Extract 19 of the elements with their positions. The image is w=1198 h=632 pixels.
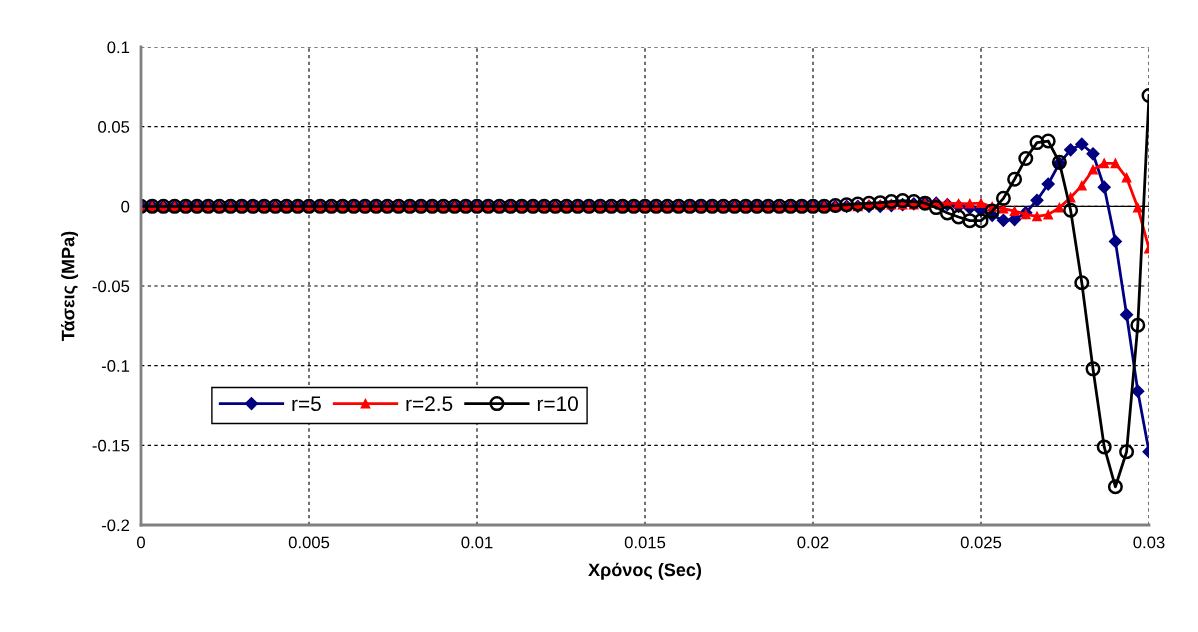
- y-tick-label: -0.05: [92, 280, 130, 293]
- x-tick-label: 0: [137, 536, 145, 549]
- x-tick-label: 0.01: [461, 536, 493, 549]
- x-tick-label: 0.015: [624, 536, 666, 549]
- legend-label: r=10: [537, 396, 578, 412]
- y-axis-title: Τάσεις (MPa): [60, 231, 79, 341]
- x-tick-label: 0.025: [960, 536, 1002, 549]
- y-tick-label: 0: [121, 200, 130, 213]
- y-tick-label: 0.05: [98, 121, 130, 133]
- x-axis-title: Χρόνος (Sec): [588, 562, 702, 580]
- x-tick-label: 0.03: [1133, 536, 1165, 549]
- x-tick-label: 0.005: [288, 536, 330, 549]
- legend-label: r=2.5: [406, 396, 453, 412]
- y-tick-label: -0.1: [101, 360, 130, 372]
- legend-label: r=5: [292, 396, 321, 412]
- y-tick-label: -0.15: [92, 439, 130, 452]
- y-tick-label: -0.2: [101, 519, 130, 532]
- x-tick-label: 0.02: [797, 536, 829, 549]
- y-tick-label: 0.1: [107, 41, 130, 54]
